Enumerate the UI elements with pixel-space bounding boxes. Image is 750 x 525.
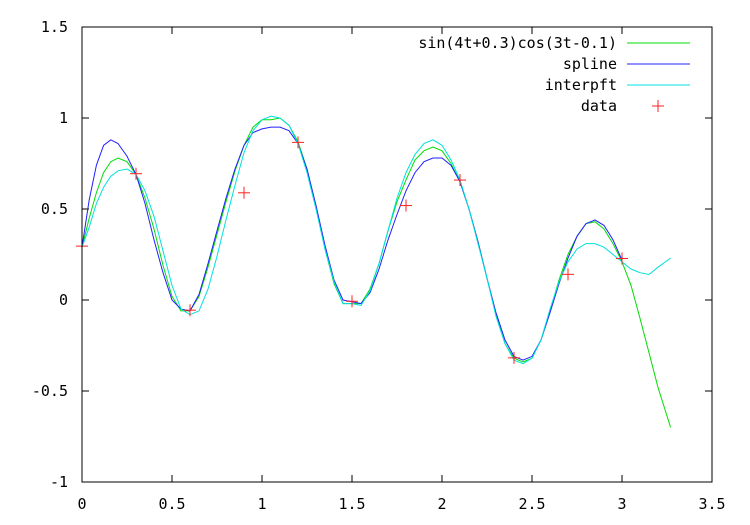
legend-label: spline xyxy=(563,55,617,73)
x-tick-label: 1 xyxy=(257,495,266,513)
data-point xyxy=(616,252,628,265)
plot-frame xyxy=(81,26,713,483)
legend: sin(4t+0.3)cos(3t-0.1) spline interpft data xyxy=(418,34,690,115)
x-tick-label: 2 xyxy=(437,495,446,513)
axis-tick-labels: 0 0.5 1 1.5 2 2.5 3 3.5 -1 -0.5 0 0.5 1 1.5 xyxy=(32,18,726,513)
y-tick-label: 0.5 xyxy=(41,200,68,218)
x-tick-label: 2.5 xyxy=(518,495,545,513)
data-point xyxy=(400,199,412,212)
data-point xyxy=(130,167,142,180)
x-tick-label: 1.5 xyxy=(338,495,365,513)
data-point xyxy=(508,351,520,364)
legend-label: sin(4t+0.3)cos(3t-0.1) xyxy=(418,34,617,52)
series-line-sin-4t-0-3-cos-3t-0-1 xyxy=(81,117,672,428)
x-tick-label: 3.5 xyxy=(698,495,725,513)
data-point xyxy=(292,136,304,149)
legend-swatch xyxy=(652,100,664,112)
data-point xyxy=(562,268,574,281)
y-tick-label: -1 xyxy=(50,473,68,491)
data-point xyxy=(454,174,466,187)
series-line-interpft xyxy=(81,115,671,365)
legend-label: data xyxy=(581,97,617,115)
data-point xyxy=(238,186,250,199)
x-tick-label: 3 xyxy=(617,495,626,513)
plot-area xyxy=(76,115,672,428)
data-point xyxy=(346,295,358,308)
x-tick-label: 0 xyxy=(77,495,86,513)
y-tick-label: 1.5 xyxy=(41,18,68,36)
y-tick-label: 1 xyxy=(59,109,68,127)
y-tick-label: 0 xyxy=(59,291,68,309)
x-tick-label: 0.5 xyxy=(158,495,185,513)
legend-label: interpft xyxy=(545,76,617,94)
y-tick-label: -0.5 xyxy=(32,382,68,400)
data-point xyxy=(184,304,196,317)
